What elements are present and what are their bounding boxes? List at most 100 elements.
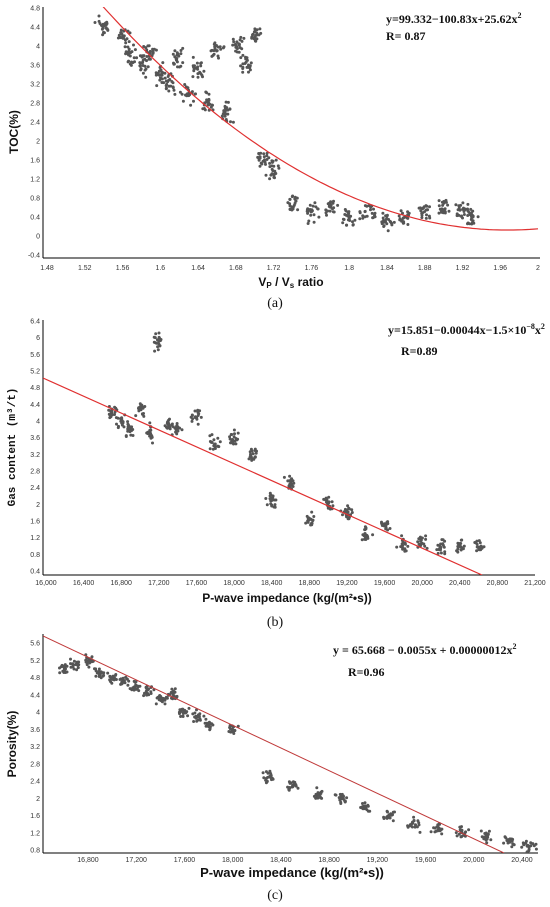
scatter-point [422,206,426,210]
scatter-point [180,92,184,96]
scatter-point [248,68,252,72]
scatter-point [366,803,370,807]
scatter-point [195,61,199,65]
y-tick-label: 0.8 [30,848,40,855]
scatter-point [192,720,196,723]
x-tick-label: 1.56 [116,265,130,272]
scatter-point [258,164,262,168]
scatter-point [146,65,150,69]
scatter-point [181,707,185,711]
scatter-point [482,545,486,549]
scatter-point [113,405,117,409]
scatter-point [157,335,161,339]
scatter-point [417,823,421,827]
scatter-point [419,543,423,547]
x-tick-label: 1.92 [456,265,470,272]
scatter-point [249,61,253,65]
scatter-point [69,657,72,661]
scatter-point [325,500,328,504]
scatter-point [120,423,124,427]
y-tick-label: 1.6 [30,158,40,165]
scatter-point [385,217,388,221]
scatter-point [385,521,389,524]
scatter-point [90,655,94,659]
scatter-point [192,99,195,103]
scatter-point [175,426,179,430]
scatter-point [288,197,292,201]
scatter-point [310,510,314,514]
x-tick-label: 16,800 [77,857,99,864]
panel-c-fit-equation: y = 65.668 − 0.0055x + 0.00000012x2 [333,642,517,657]
scatter-point [419,209,423,213]
x-tick-label: 17,200 [126,857,148,864]
scatter-point [233,432,236,436]
scatter-point [269,773,273,776]
scatter-point [139,68,143,72]
scatter-point [274,172,278,175]
scatter-point [204,90,208,94]
y-tick-label: 3.2 [30,452,40,459]
scatter-point [363,215,367,219]
scatter-point [343,213,347,216]
scatter-point [467,210,471,214]
scatter-point [361,802,364,805]
scatter-point [469,218,473,221]
scatter-point [382,224,386,228]
x-tick-label: 18,000 [222,857,244,864]
y-tick-label: -0.4 [28,253,40,260]
scatter-point [401,540,405,544]
scatter-point [126,683,130,687]
scatter-point [140,61,144,65]
scatter-point [124,52,128,56]
scatter-point [247,70,250,74]
scatter-point [169,84,173,88]
scatter-point [213,45,217,49]
scatter-point [343,208,347,211]
scatter-point [176,429,180,433]
scatter-point [257,33,261,37]
scatter-point [234,49,238,53]
scatter-point [390,223,394,227]
scatter-point [381,211,385,215]
scatter-point [156,348,160,352]
scatter-point [159,697,163,701]
scatter-point [134,414,138,418]
scatter-point [405,216,409,220]
x-tick-label: 19,600 [374,580,396,587]
x-tick-label: 1.76 [305,265,319,272]
scatter-point [168,417,171,421]
panel-c-points [58,653,538,853]
panel-b-fit-equation: y=15.851−0.00044x−1.5×10−8x2 [388,322,545,337]
panel-a-y-label: TOC(%) [7,110,21,154]
x-tick-label: 20,400 [449,580,471,587]
scatter-point [310,523,314,527]
scatter-point [212,42,216,46]
scatter-point [313,201,317,205]
scatter-point [319,792,323,795]
scatter-point [424,204,428,208]
scatter-point [175,60,179,64]
panel-b: 16,000 16,400 16,800 17,200 17,600 18,000 18,4… [7,319,546,631]
scatter-point [331,210,335,214]
scatter-point [307,517,311,521]
scatter-point [148,57,152,61]
scatter-point [309,517,313,521]
scatter-point [436,543,440,547]
scatter-point [417,537,421,541]
scatter-point [202,69,206,73]
scatter-point [309,210,313,214]
scatter-point [124,41,128,45]
scatter-point [213,442,217,446]
scatter-point [341,794,345,798]
scatter-point [386,528,390,532]
scatter-point [415,825,419,829]
scatter-point [291,194,295,198]
scatter-point [251,452,255,456]
scatter-point [236,437,240,441]
scatter-point [423,210,426,214]
scatter-point [145,59,148,63]
scatter-point [401,211,404,215]
scatter-point [289,478,293,482]
scatter-point [165,696,169,700]
scatter-point [341,513,344,517]
